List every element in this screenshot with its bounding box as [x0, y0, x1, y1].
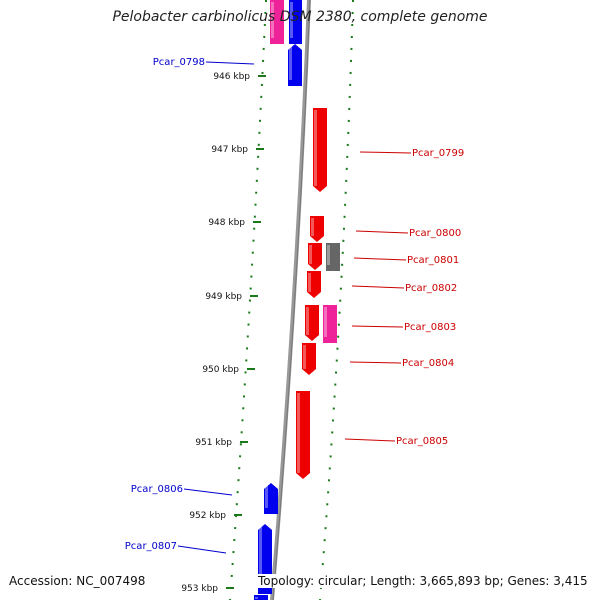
- gene-label-leader: [359, 151, 412, 154]
- gene-label-text: Pcar_0801: [407, 255, 459, 266]
- gene-pcar-0806: [264, 483, 278, 514]
- gene-label-leader: [344, 438, 396, 442]
- gene-label[interactable]: Pcar_0806: [131, 484, 233, 496]
- gene-label[interactable]: Pcar_0807: [125, 541, 227, 554]
- gene-pcar-0804: [302, 343, 316, 375]
- accession-label: Accession: NC_007498: [9, 574, 146, 588]
- gene-pcar-0801: [308, 243, 322, 270]
- scale-tick-label: 950 kbp: [202, 365, 239, 375]
- gene-pcar-0799-body: [313, 108, 327, 192]
- feature-blue-top-body: [289, 0, 302, 44]
- scale-tick: 951 kbp: [195, 438, 248, 448]
- scale-tick: 952 kbp: [189, 511, 242, 521]
- gene-pcar-0804-shine: [303, 345, 306, 369]
- scale-tick-label: 949 kbp: [205, 292, 242, 302]
- gene-pcar-0799: [313, 108, 327, 192]
- gene-label[interactable]: Pcar_0800: [355, 228, 461, 239]
- feature-pink-top: [270, 0, 284, 44]
- gene-pcar-0798: [288, 44, 302, 86]
- feature-gray-body: [326, 243, 340, 271]
- scale-tick-label: 951 kbp: [195, 438, 232, 448]
- gene-pcar-0804-body: [302, 343, 316, 375]
- genome-title: Pelobacter carbinolicus DSM 2380, comple…: [112, 9, 488, 25]
- gene-label-leader: [351, 285, 405, 289]
- gene-pcar-0803-body: [305, 305, 319, 341]
- feature-pink-top-shine: [271, 2, 274, 38]
- gene-pcar-0800: [310, 216, 324, 242]
- right-dotted-track: [319, 0, 354, 601]
- gene-label-leader: [353, 257, 407, 261]
- scale-tick: 947 kbp: [211, 145, 264, 155]
- gene-label-leader: [355, 230, 409, 234]
- feature-gray: [326, 243, 340, 271]
- gene-label-leader: [351, 325, 404, 328]
- feature-pink: [323, 305, 337, 343]
- gene-label[interactable]: Pcar_0805: [344, 436, 448, 447]
- gene-label-text: Pcar_0804: [402, 358, 454, 369]
- gene-label-text: Pcar_0803: [404, 322, 456, 333]
- gene-pcar-0800-shine: [311, 218, 314, 236]
- scale-tick-label: 948 kbp: [208, 218, 245, 228]
- gene-label[interactable]: Pcar_0799: [359, 148, 464, 159]
- feature-blue-top-shine: [290, 2, 293, 38]
- gene-label-text: Pcar_0805: [396, 436, 448, 447]
- scale-tick: 953 kbp: [181, 584, 234, 594]
- scale-tick: 950 kbp: [202, 365, 255, 375]
- scale-tick: 949 kbp: [205, 292, 258, 302]
- feature-blue-bottom-body: [254, 595, 268, 600]
- gene-pcar-0806-body: [264, 483, 278, 514]
- scale-tick-label: 952 kbp: [189, 511, 226, 521]
- feature-gray-shine: [327, 245, 330, 265]
- gene-label-leader: [177, 545, 227, 554]
- gene-label-leader: [349, 361, 402, 364]
- gene-pcar-0802: [307, 271, 321, 298]
- gene-pcar-0801-shine: [309, 245, 312, 264]
- genome-backbone: [270, 0, 311, 601]
- feature-pink-body: [323, 305, 337, 343]
- feature-blue-bottom-shine: [255, 597, 258, 599]
- gene-label[interactable]: Pcar_0804: [349, 358, 454, 369]
- gene-pcar-0807-shine: [259, 526, 262, 588]
- gene-label[interactable]: Pcar_0798: [153, 57, 255, 68]
- gene-label-text: Pcar_0800: [409, 228, 461, 239]
- gene-pcar-0803: [305, 305, 319, 341]
- gene-pcar-0805-body: [296, 391, 310, 479]
- topology-label: Topology: circular; Length: 3,665,893 bp…: [256, 574, 588, 588]
- scale-tick: 948 kbp: [208, 218, 261, 228]
- gene-pcar-0798-body: [288, 44, 302, 86]
- gene-pcar-0801-body: [308, 243, 322, 270]
- gene-label-text: Pcar_0799: [412, 148, 464, 159]
- feature-pink-top-body: [270, 0, 284, 44]
- gene-pcar-0805-shine: [297, 393, 300, 473]
- scale-tick-label: 946 kbp: [213, 72, 250, 82]
- gene-label-text: Pcar_0802: [405, 283, 457, 294]
- gene-label[interactable]: Pcar_0802: [351, 283, 457, 294]
- gene-pcar-0802-shine: [308, 273, 311, 292]
- feature-blue-top: [289, 0, 302, 44]
- gene-label-text: Pcar_0806: [131, 484, 183, 495]
- gene-pcar-0799-shine: [314, 110, 317, 186]
- gene-pcar-0805: [296, 391, 310, 479]
- feature-pink-shine: [324, 307, 327, 337]
- gene-label-text: Pcar_0807: [125, 541, 177, 552]
- gene-pcar-0802-body: [307, 271, 321, 298]
- gene-label-leader: [205, 61, 255, 65]
- gene-label[interactable]: Pcar_0803: [351, 322, 456, 333]
- gene-pcar-0798-shine: [289, 46, 292, 80]
- scale-tick: 946 kbp: [213, 72, 266, 82]
- genome-backbone-shade: [272, 0, 311, 601]
- scale-tick-label: 947 kbp: [211, 145, 248, 155]
- gene-pcar-0806-shine: [265, 485, 268, 508]
- gene-label-text: Pcar_0798: [153, 57, 205, 68]
- gene-pcar-0800-body: [310, 216, 324, 242]
- feature-blue-bottom: [254, 595, 268, 600]
- gene-pcar-0803-shine: [306, 307, 309, 335]
- gene-label[interactable]: Pcar_0801: [353, 255, 459, 266]
- gene-label-leader: [183, 488, 233, 496]
- scale-tick-label: 953 kbp: [181, 584, 218, 594]
